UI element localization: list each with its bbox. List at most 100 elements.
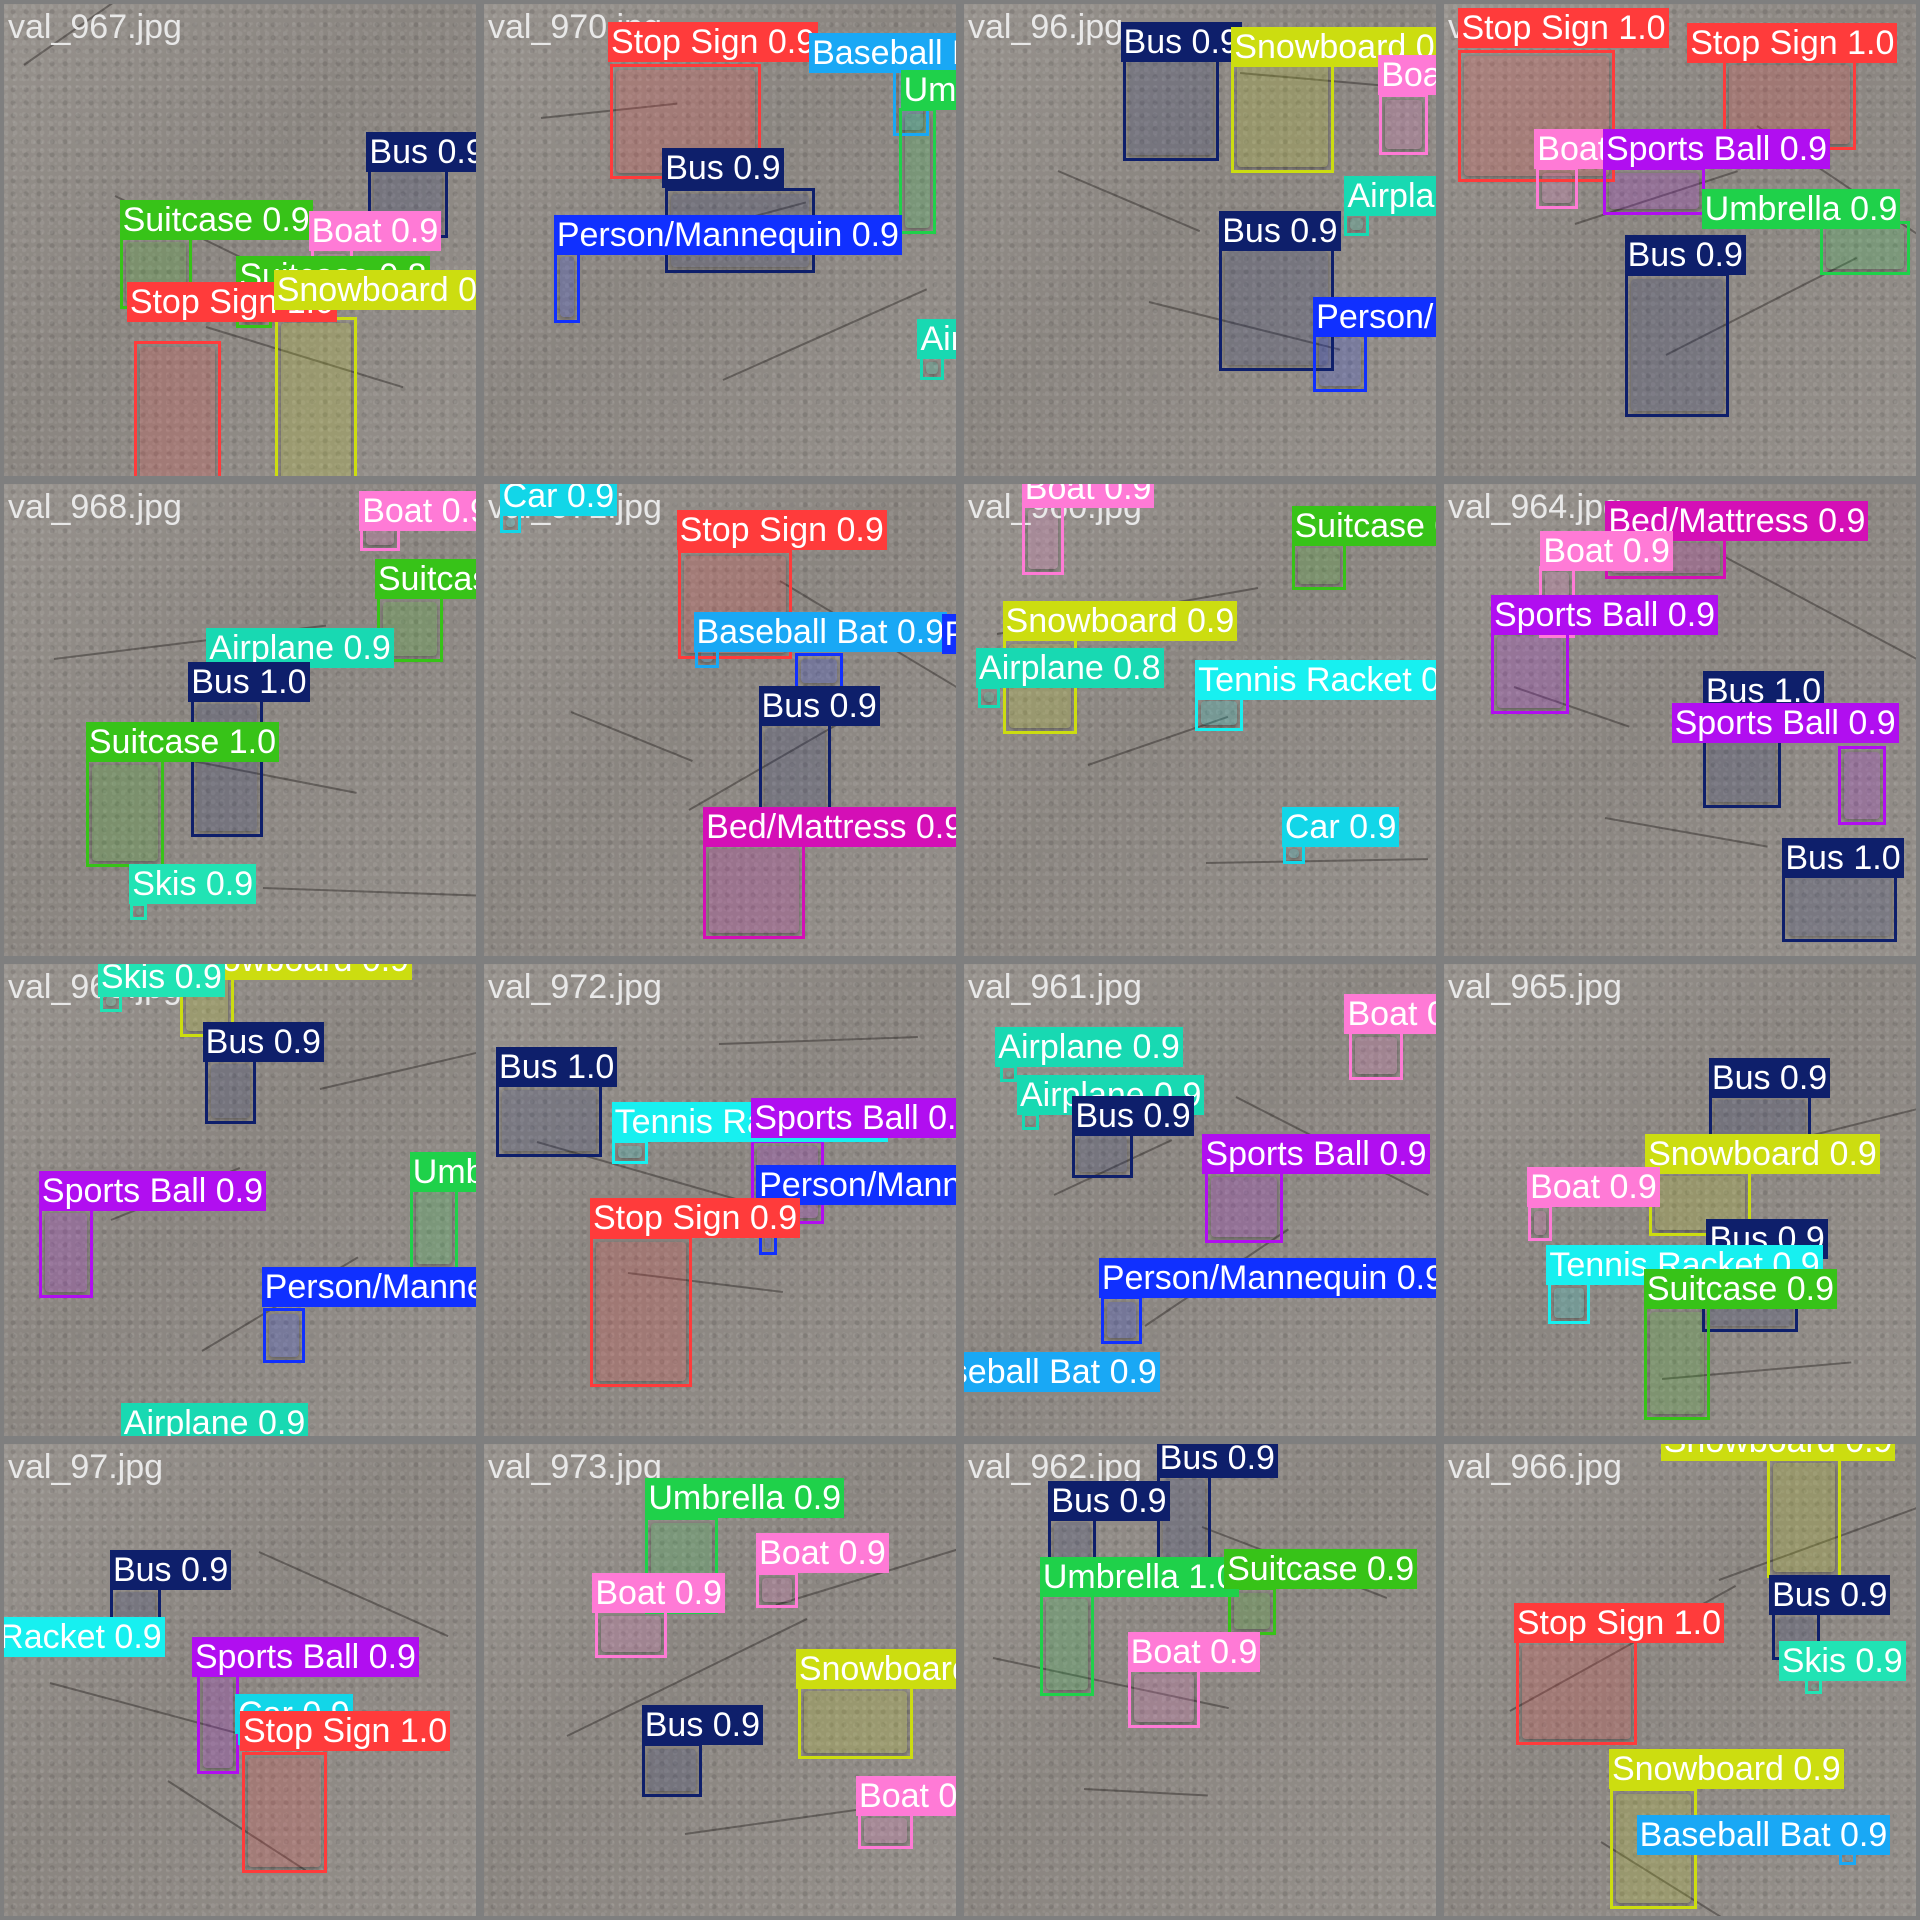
detected-object bbox=[1233, 1593, 1270, 1630]
detection-label: Stop Sign 0.9 bbox=[608, 22, 819, 63]
bounding-box bbox=[242, 1752, 327, 1873]
detected-object bbox=[1027, 509, 1058, 570]
detection-label: Stop Sign 0.9 bbox=[589, 1197, 801, 1238]
bounding-box bbox=[1602, 166, 1706, 215]
bounding-box bbox=[1127, 1667, 1200, 1729]
detection-label: Sports Ball 0.9 bbox=[191, 1636, 419, 1677]
bounding-box bbox=[205, 1057, 256, 1125]
detected-object bbox=[600, 1616, 661, 1653]
detected-object bbox=[1297, 547, 1340, 584]
detected-object bbox=[617, 1145, 642, 1158]
detected-object bbox=[44, 1213, 88, 1292]
detection-label: Tennis Racket 0.9 bbox=[4, 1617, 165, 1658]
bounding-box bbox=[1528, 1204, 1553, 1241]
detection-label: Snowboard 0.9 bbox=[1645, 1133, 1880, 1174]
detection-label: Boat 0.9 bbox=[756, 1533, 889, 1574]
detection-label: Baseball Bat 0.9 bbox=[693, 611, 948, 652]
bounding-box bbox=[677, 550, 793, 659]
detection-label: Bus 0.9 bbox=[109, 1549, 232, 1590]
detection-label: Suitcase 0.9 bbox=[1224, 1548, 1418, 1589]
bounding-box bbox=[1195, 694, 1244, 731]
detected-object bbox=[647, 1748, 696, 1791]
detection-label: Snowboard 0.9 bbox=[1660, 1444, 1896, 1462]
detection-label: Person/Mannequin 0.9 bbox=[1098, 1257, 1436, 1298]
bounding-box bbox=[589, 1236, 693, 1387]
detected-object bbox=[1522, 1645, 1631, 1739]
detection-label: Airplane 0.8 bbox=[976, 647, 1164, 688]
bounding-box bbox=[1782, 869, 1897, 942]
detection-label: Umbrella 0.9 bbox=[645, 1477, 845, 1518]
detection-label: Snowboard 0.9 bbox=[177, 964, 413, 980]
bounding-box bbox=[1021, 503, 1064, 576]
detected-object bbox=[905, 113, 930, 228]
pavement-crack bbox=[1205, 858, 1428, 864]
tile-filename: val_966.jpg bbox=[1448, 1448, 1622, 1486]
pavement-crack bbox=[718, 1036, 918, 1045]
detection-label: Sports Ball 0.9 bbox=[1671, 703, 1899, 744]
detection-label: Bus 0.9 bbox=[1120, 22, 1242, 63]
tile-filename: val_972.jpg bbox=[488, 968, 662, 1006]
detected-object bbox=[762, 1577, 793, 1602]
detected-object bbox=[91, 764, 159, 861]
detected-object bbox=[1133, 1673, 1194, 1723]
detected-object bbox=[505, 517, 516, 528]
detected-object bbox=[1237, 64, 1328, 167]
detected-object bbox=[1553, 1287, 1584, 1319]
detection-label: Boat 0.9 bbox=[359, 491, 476, 532]
detected-object bbox=[211, 1063, 250, 1119]
detection-label: Bus 0.9 bbox=[1219, 211, 1341, 252]
bounding-box bbox=[1291, 541, 1346, 590]
bounding-box bbox=[641, 1742, 702, 1797]
detection-label: Sports Ball 0.9 bbox=[1202, 1133, 1430, 1174]
bounding-box bbox=[134, 341, 221, 476]
detection-label: Suitcase 1.0 bbox=[85, 722, 279, 763]
detected-object bbox=[559, 256, 575, 318]
bounding-box bbox=[899, 107, 936, 234]
bounding-box bbox=[798, 1684, 913, 1760]
detection-label: Stop Sign 1.0 bbox=[1687, 23, 1898, 64]
detection-label: Umbrella 0.9 bbox=[1701, 189, 1901, 230]
detection-label: Car 0.9 bbox=[1281, 806, 1400, 847]
tile-filename: val_968.jpg bbox=[8, 488, 182, 526]
detected-object bbox=[1078, 1136, 1127, 1173]
detection-label: Boat 0.9 bbox=[1378, 54, 1436, 95]
detection-label: Airplane 0.9 bbox=[206, 628, 394, 669]
detection-label: Suitcase 0.9 bbox=[374, 558, 476, 599]
bounding-box bbox=[703, 842, 806, 940]
detected-object bbox=[864, 1818, 907, 1843]
mosaic-tile: val_973.jpg Umbrella 0.9 Boat 0.9 Boat 0.9 S… bbox=[484, 1444, 956, 1916]
bounding-box bbox=[1231, 58, 1334, 173]
tile-filename: val_97.jpg bbox=[8, 1448, 164, 1486]
detection-label: Bus 0.9 bbox=[1624, 235, 1746, 276]
mosaic-tile: val_972.jpg Bus 1.0 Tennis Racket 0.9 Sport… bbox=[484, 964, 956, 1436]
detected-object bbox=[280, 323, 351, 476]
detection-label: Bus 0.9 bbox=[641, 1705, 764, 1746]
bounding-box bbox=[130, 903, 148, 920]
detection-label: Sports Ball 0.9 bbox=[38, 1171, 267, 1212]
bounding-box bbox=[1021, 1113, 1039, 1131]
detection-label: Boat 0.9 bbox=[1527, 1167, 1660, 1208]
detected-object bbox=[1210, 1177, 1278, 1238]
detected-object bbox=[1045, 1599, 1089, 1690]
detected-object bbox=[415, 1191, 452, 1264]
detection-label: Stop Sign 1.0 bbox=[1458, 7, 1669, 48]
mosaic-tile: val_964.jpg Bed/Mattress 0.9 Boat 0.9 Sport… bbox=[1444, 484, 1916, 956]
bounding-box bbox=[1535, 166, 1578, 209]
pavement-crack bbox=[722, 288, 928, 381]
bounding-box bbox=[1516, 1639, 1637, 1745]
bounding-box bbox=[190, 698, 263, 837]
detected-object bbox=[202, 1677, 233, 1768]
bounding-box bbox=[794, 652, 843, 689]
detection-label: Baseball Bat 0.9 bbox=[964, 1351, 1160, 1392]
bounding-box bbox=[1313, 331, 1368, 392]
pavement-crack bbox=[1057, 170, 1201, 233]
detected-object bbox=[1649, 1311, 1705, 1415]
detected-object bbox=[140, 347, 215, 476]
detection-label: Snowboard 0.9 bbox=[1231, 26, 1436, 67]
